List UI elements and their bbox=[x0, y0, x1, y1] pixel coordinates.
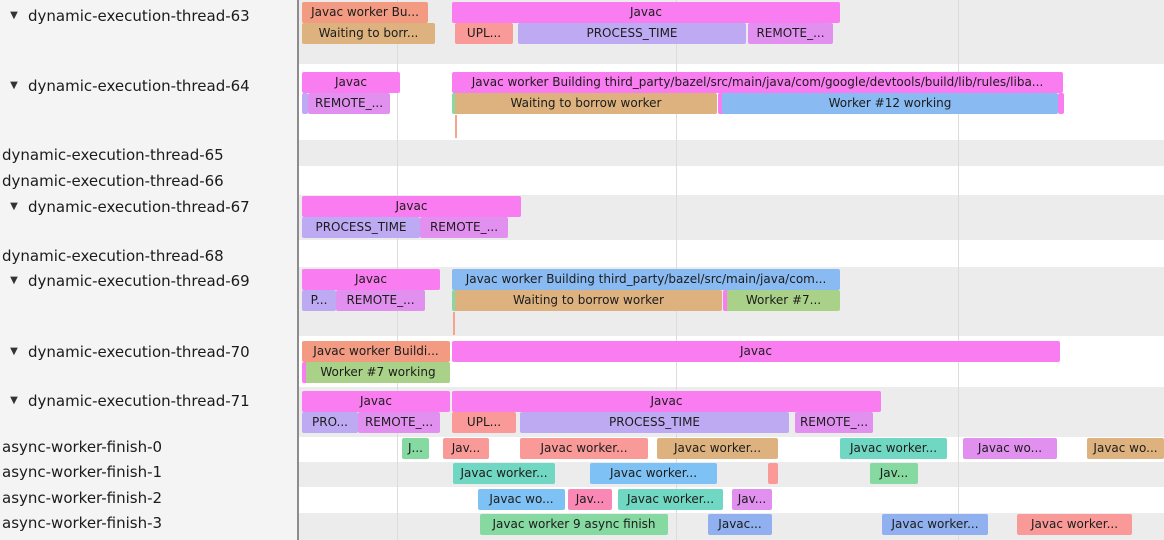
thread-label[interactable]: ▼ dynamic-execution-thread-64 bbox=[0, 76, 297, 96]
thread-name: dynamic-execution-thread-70 bbox=[28, 343, 250, 361]
thread-label[interactable]: ▼ dynamic-execution-thread-71 bbox=[0, 391, 297, 411]
trace-event-bar[interactable]: Javac worker... bbox=[618, 489, 723, 510]
row-background-band bbox=[298, 140, 1164, 166]
trace-event-bar[interactable]: Jav... bbox=[732, 489, 772, 510]
thread-label[interactable]: async-worker-finish-3 bbox=[0, 513, 297, 533]
thread-name: async-worker-finish-2 bbox=[2, 489, 163, 507]
instant-event-tick[interactable] bbox=[453, 312, 455, 335]
trace-event-bar[interactable] bbox=[302, 362, 308, 383]
thread-label[interactable]: dynamic-execution-thread-66 bbox=[0, 171, 297, 191]
thread-list: ▼ dynamic-execution-thread-63 ▼ dynamic-exe… bbox=[0, 0, 299, 540]
row-background-band bbox=[298, 462, 1164, 487]
time-gridline bbox=[958, 0, 959, 540]
trace-event-bar[interactable]: Javac wo... bbox=[1087, 438, 1164, 459]
trace-event-bar[interactable]: Jav... bbox=[443, 438, 489, 459]
collapse-triangle-icon[interactable]: ▼ bbox=[10, 80, 18, 91]
thread-label[interactable]: ▼ dynamic-execution-thread-63 bbox=[0, 6, 297, 26]
trace-event-bar[interactable]: Javac worker 9 async finish bbox=[480, 514, 668, 535]
trace-event-bar[interactable]: PROCESS_TIME bbox=[520, 412, 789, 433]
thread-name: dynamic-execution-thread-67 bbox=[28, 198, 250, 216]
trace-event-bar[interactable]: Javac worker... bbox=[1017, 514, 1132, 535]
thread-name: dynamic-execution-thread-69 bbox=[28, 272, 250, 290]
collapse-triangle-icon[interactable]: ▼ bbox=[10, 201, 18, 212]
instant-event-tick[interactable] bbox=[455, 115, 457, 138]
trace-event-bar[interactable]: Javac bbox=[452, 2, 840, 23]
trace-event-bar[interactable] bbox=[1058, 93, 1064, 114]
trace-event-bar[interactable]: Javac bbox=[452, 391, 881, 412]
trace-event-bar[interactable]: Worker #12 working bbox=[722, 93, 1058, 114]
trace-event-bar[interactable]: Worker #7 working bbox=[306, 362, 450, 383]
thread-name: dynamic-execution-thread-65 bbox=[2, 146, 224, 164]
thread-name: dynamic-execution-thread-63 bbox=[28, 7, 250, 25]
collapse-triangle-icon[interactable]: ▼ bbox=[10, 395, 18, 406]
row-background-band bbox=[298, 487, 1164, 513]
collapse-triangle-icon[interactable]: ▼ bbox=[10, 346, 18, 357]
trace-event-bar[interactable]: Javac worker Buildi... bbox=[302, 341, 450, 362]
thread-name: dynamic-execution-thread-64 bbox=[28, 77, 250, 95]
trace-event-bar[interactable]: REMOTE_... bbox=[336, 290, 425, 311]
collapse-triangle-icon[interactable]: ▼ bbox=[10, 275, 18, 286]
trace-event-bar[interactable]: Javac worker... bbox=[520, 438, 648, 459]
trace-event-bar[interactable]: Javac worker... bbox=[453, 463, 555, 484]
thread-label[interactable]: ▼ dynamic-execution-thread-69 bbox=[0, 271, 297, 291]
thread-name: dynamic-execution-thread-71 bbox=[28, 392, 250, 410]
thread-label[interactable]: dynamic-execution-thread-68 bbox=[0, 246, 297, 266]
trace-event-bar[interactable]: UPL... bbox=[452, 412, 516, 433]
trace-event-bar[interactable]: PROCESS_TIME bbox=[518, 23, 746, 44]
trace-event-bar[interactable] bbox=[768, 463, 778, 484]
trace-event-bar[interactable]: Jav... bbox=[870, 463, 918, 484]
trace-event-bar[interactable]: Javac worker... bbox=[882, 514, 988, 535]
thread-name: async-worker-finish-3 bbox=[2, 514, 163, 532]
trace-event-bar[interactable]: REMOTE_... bbox=[795, 412, 873, 433]
trace-event-bar[interactable]: Worker #7... bbox=[727, 290, 840, 311]
thread-name: async-worker-finish-0 bbox=[2, 438, 163, 456]
trace-event-bar[interactable]: P... bbox=[302, 290, 336, 311]
thread-name: dynamic-execution-thread-66 bbox=[2, 172, 224, 190]
row-background-band bbox=[298, 166, 1164, 195]
trace-event-bar[interactable]: REMOTE_... bbox=[420, 217, 508, 238]
trace-event-bar[interactable] bbox=[718, 93, 724, 114]
trace-event-bar[interactable]: Javac worker Bu... bbox=[302, 2, 428, 23]
trace-event-bar[interactable]: Javac... bbox=[708, 514, 772, 535]
thread-name: async-worker-finish-1 bbox=[2, 463, 163, 481]
trace-event-bar[interactable]: Javac wo... bbox=[478, 489, 565, 510]
trace-event-bar[interactable]: Javac wo... bbox=[963, 438, 1057, 459]
trace-event-bar[interactable]: J... bbox=[402, 438, 429, 459]
trace-event-bar[interactable]: Javac bbox=[302, 269, 440, 290]
trace-event-bar[interactable]: Javac bbox=[302, 72, 400, 93]
trace-event-bar[interactable]: REMOTE_... bbox=[748, 23, 833, 44]
trace-event-bar[interactable]: REMOTE_... bbox=[358, 412, 440, 433]
trace-event-bar[interactable]: Javac worker... bbox=[840, 438, 947, 459]
thread-label[interactable]: ▼ dynamic-execution-thread-70 bbox=[0, 342, 297, 362]
thread-label[interactable]: ▼ dynamic-execution-thread-67 bbox=[0, 197, 297, 217]
thread-name: dynamic-execution-thread-68 bbox=[2, 247, 224, 265]
trace-event-bar[interactable]: Waiting to borrow worker bbox=[455, 290, 722, 311]
thread-label[interactable]: async-worker-finish-1 bbox=[0, 462, 297, 482]
trace-event-bar[interactable]: UPL... bbox=[455, 23, 513, 44]
trace-event-bar[interactable]: PRO... bbox=[302, 412, 358, 433]
trace-event-bar[interactable]: Javac bbox=[302, 196, 521, 217]
trace-event-bar[interactable]: Javac bbox=[452, 341, 1060, 362]
trace-event-bar[interactable]: Javac bbox=[302, 391, 450, 412]
trace-event-bar[interactable]: Javac worker... bbox=[590, 463, 717, 484]
trace-event-bar[interactable]: Javac worker Building third_party/bazel/… bbox=[452, 269, 840, 290]
trace-event-bar[interactable]: REMOTE_... bbox=[308, 93, 390, 114]
thread-label[interactable]: dynamic-execution-thread-65 bbox=[0, 145, 297, 165]
thread-label[interactable]: async-worker-finish-0 bbox=[0, 437, 297, 457]
trace-event-bar[interactable]: Waiting to borrow worker bbox=[455, 93, 717, 114]
row-background-band bbox=[298, 240, 1164, 267]
trace-event-bar[interactable] bbox=[302, 93, 308, 114]
trace-event-bar[interactable] bbox=[723, 290, 729, 311]
trace-event-bar[interactable]: Javac worker... bbox=[657, 438, 778, 459]
trace-event-bar[interactable]: Javac worker Building third_party/bazel/… bbox=[452, 72, 1063, 93]
trace-event-bar[interactable]: Jav... bbox=[568, 489, 612, 510]
trace-event-bar[interactable]: Waiting to borr... bbox=[302, 23, 435, 44]
trace-event-bar[interactable]: PROCESS_TIME bbox=[302, 217, 420, 238]
collapse-triangle-icon[interactable]: ▼ bbox=[10, 10, 18, 21]
thread-label[interactable]: async-worker-finish-2 bbox=[0, 488, 297, 508]
